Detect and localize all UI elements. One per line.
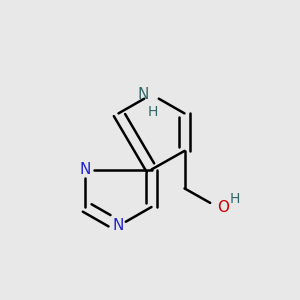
Text: O: O <box>218 200 230 214</box>
Text: H: H <box>147 105 158 119</box>
Text: N: N <box>80 162 91 177</box>
Text: H: H <box>230 192 240 206</box>
Text: N: N <box>113 218 124 233</box>
Text: N: N <box>138 87 149 102</box>
